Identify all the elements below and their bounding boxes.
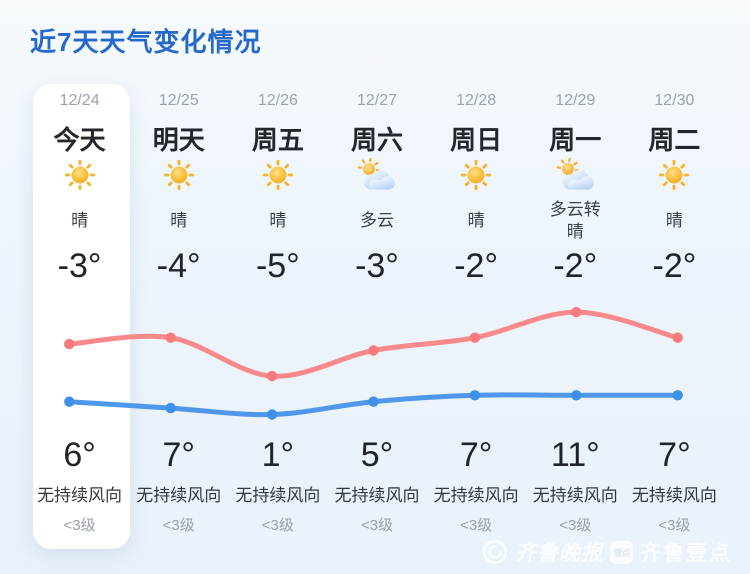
sunny-icon	[30, 155, 129, 195]
wind-direction: 无持续风向	[334, 486, 420, 505]
sunny-icon	[228, 155, 327, 195]
wind-level: <3级	[63, 517, 96, 534]
high-temp: 7°	[459, 436, 493, 474]
day-date: 12/25	[158, 92, 199, 109]
wind-level: <3级	[460, 517, 493, 534]
wind-level: <3级	[162, 517, 195, 534]
day-date: 12/30	[654, 92, 695, 109]
wind-level: <3级	[360, 517, 394, 534]
day-date: 12/28	[456, 92, 497, 109]
high-temp: 1°	[261, 436, 295, 474]
day-date: 12/27	[356, 92, 398, 109]
low-temp: -3°	[57, 247, 102, 285]
wind-direction: 无持续风向	[433, 486, 519, 505]
partly-cloudy-icon	[327, 155, 426, 195]
qilu-evening-news-logo-icon	[482, 539, 508, 565]
day-name: 周六	[350, 125, 403, 155]
high-temp: 5°	[360, 436, 394, 474]
day-column-12-27[interactable]: 12/27 周六 多云 -3° 5° 无持续风向 <3级	[327, 0, 426, 574]
partly-cloudy-icon	[526, 155, 625, 195]
day-name: 今天	[53, 125, 106, 155]
day-name: 周一	[549, 125, 602, 155]
high-temp: 6°	[63, 436, 96, 474]
weather-condition: 晴	[170, 210, 188, 230]
high-temp: 7°	[162, 436, 195, 474]
weather-condition: 多云转晴	[549, 199, 601, 241]
day-column-12-25[interactable]: 12/25 明天 晴 -4° 7° 无持续风向 <3级	[129, 0, 228, 574]
wind-direction: 无持续风向	[631, 486, 717, 505]
low-temp: -2°	[454, 247, 499, 285]
wind-level: <3级	[261, 517, 294, 534]
day-date: 12/24	[59, 92, 100, 109]
high-temp: 7°	[658, 436, 691, 474]
low-temp: -5°	[255, 247, 300, 285]
weather-condition: 晴	[467, 210, 485, 230]
wind-direction: 无持续风向	[532, 486, 618, 505]
watermark-app-name: 齐鲁壹点	[640, 542, 732, 565]
low-temp: -2°	[553, 247, 598, 285]
day-column-12-28[interactable]: 12/28 周日 晴 -2° 7° 无持续风向 <3级	[427, 0, 526, 574]
weather-condition: 晴	[71, 210, 89, 230]
day-column-12-29[interactable]: 12/29 周一 多云转晴 -2° 11° 无持续风向 <3级	[526, 0, 625, 574]
day-date: 12/29	[555, 92, 596, 109]
day-date: 12/26	[257, 92, 298, 109]
wind-direction: 无持续风向	[136, 486, 222, 505]
day-name: 明天	[152, 125, 205, 155]
watermark-paper-name: 齐鲁晚报	[515, 541, 603, 565]
qilu-yidian-badge-icon: 壹点	[610, 540, 633, 564]
day-column-12-30[interactable]: 12/30 周二 晴 -2° 7° 无持续风向 <3级	[625, 0, 724, 574]
high-temp: 11°	[550, 436, 600, 474]
day-columns: 12/24 今天 晴 -3° 6° 无持续风向 <3级 12/25 明天 晴 -…	[30, 0, 724, 574]
sunny-icon	[625, 155, 724, 195]
day-name: 周日	[450, 125, 503, 155]
page-title: 近7天天气变化情况	[30, 27, 262, 57]
sunny-icon	[129, 155, 228, 195]
low-temp: -4°	[156, 247, 201, 285]
sunny-icon	[427, 155, 526, 195]
wind-level: <3级	[559, 517, 592, 534]
wind-direction: 无持续风向	[37, 486, 123, 505]
wind-direction: 无持续风向	[235, 486, 321, 505]
low-temp: -2°	[652, 247, 697, 285]
low-temp: -3°	[355, 247, 399, 285]
weather-condition: 晴	[269, 210, 287, 230]
day-column-12-24[interactable]: 12/24 今天 晴 -3° 6° 无持续风向 <3级	[30, 0, 129, 574]
day-column-12-26[interactable]: 12/26 周五 晴 -5° 1° 无持续风向 <3级	[228, 0, 327, 574]
weather-condition: 多云	[359, 210, 394, 230]
day-name: 周二	[648, 125, 701, 155]
day-name: 周五	[251, 125, 304, 155]
watermark: 齐鲁晚报 壹点 齐鲁壹点	[482, 537, 732, 567]
weather-condition: 晴	[665, 210, 683, 230]
wind-level: <3级	[658, 517, 691, 534]
